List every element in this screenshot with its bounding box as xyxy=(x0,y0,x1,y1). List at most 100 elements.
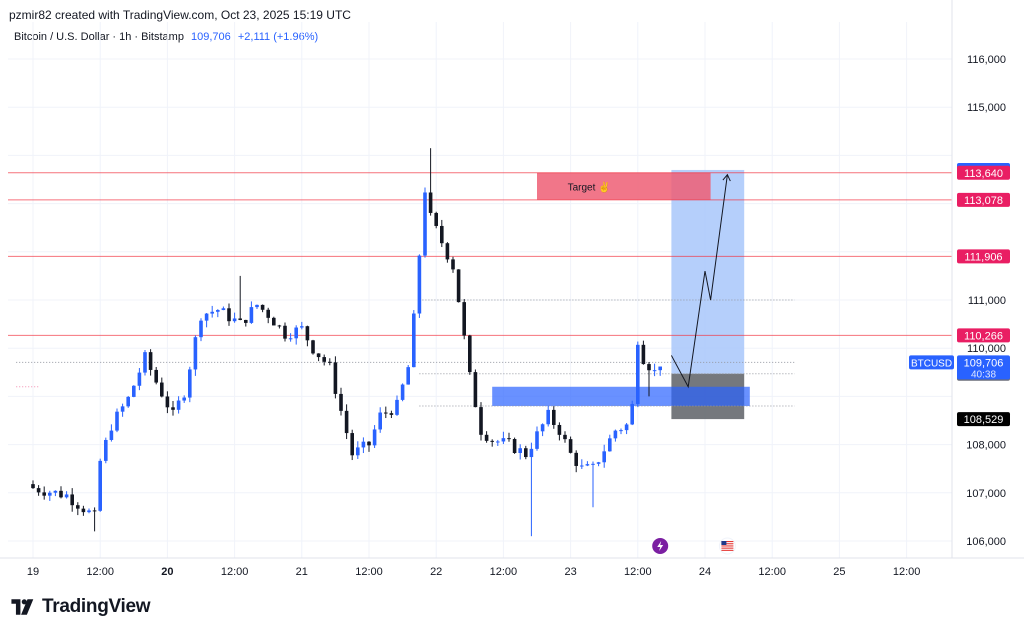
last-price-badge[interactable] xyxy=(957,355,1010,380)
price-badge[interactable] xyxy=(957,249,1010,264)
candle-body[interactable] xyxy=(484,434,489,441)
candle-body[interactable] xyxy=(221,308,226,311)
candle-body[interactable] xyxy=(148,352,153,370)
candle-body[interactable] xyxy=(384,412,388,414)
candle-body[interactable] xyxy=(260,304,265,310)
candle-body[interactable] xyxy=(456,269,461,303)
candle-body[interactable] xyxy=(591,463,595,465)
candle-body[interactable] xyxy=(518,448,522,454)
candle-body[interactable] xyxy=(652,370,657,372)
candle-body[interactable] xyxy=(400,384,405,400)
candle-body[interactable] xyxy=(372,429,377,446)
candle-body[interactable] xyxy=(423,192,427,256)
candle-body[interactable] xyxy=(288,338,293,340)
candle-body[interactable] xyxy=(59,490,63,498)
candle-body[interactable] xyxy=(406,367,410,385)
candle-body[interactable] xyxy=(249,307,254,323)
candle-body[interactable] xyxy=(188,369,192,398)
target-box[interactable] xyxy=(537,172,711,200)
candle-body[interactable] xyxy=(512,439,517,454)
price-badge[interactable] xyxy=(957,328,1010,343)
candle-body[interactable] xyxy=(546,409,550,425)
candle-body[interactable] xyxy=(244,319,248,323)
candle-body[interactable] xyxy=(389,413,394,415)
candle-body[interactable] xyxy=(227,308,231,322)
candle-body[interactable] xyxy=(42,492,46,496)
tradingview-brand[interactable]: TradingView xyxy=(10,596,151,618)
candle-body[interactable] xyxy=(417,255,422,314)
candle-body[interactable] xyxy=(535,431,539,449)
candle-body[interactable] xyxy=(305,326,310,341)
candle-body[interactable] xyxy=(613,430,618,439)
candle-body[interactable] xyxy=(596,462,601,464)
candle-body[interactable] xyxy=(574,452,578,466)
candle-body[interactable] xyxy=(48,492,52,496)
candle-body[interactable] xyxy=(120,406,125,412)
candle-body[interactable] xyxy=(507,438,511,440)
candle-body[interactable] xyxy=(115,411,119,431)
candle-body[interactable] xyxy=(552,409,556,425)
candle-body[interactable] xyxy=(137,372,142,386)
price-badge[interactable] xyxy=(957,412,1010,427)
candle-body[interactable] xyxy=(322,357,326,362)
candle-body[interactable] xyxy=(647,364,651,371)
candle-body[interactable] xyxy=(36,488,41,493)
candle-body[interactable] xyxy=(31,484,35,489)
candle-body[interactable] xyxy=(311,340,315,354)
price-badge[interactable] xyxy=(957,192,1010,207)
candle-body[interactable] xyxy=(64,494,69,498)
projection-path[interactable] xyxy=(670,174,728,389)
candle-body[interactable] xyxy=(294,327,298,339)
candle-body[interactable] xyxy=(126,396,130,407)
symbol-title[interactable]: Bitcoin / U.S. Dollar · 1h · Bitstamp xyxy=(14,31,184,43)
entry-box[interactable] xyxy=(492,386,750,407)
candle-body[interactable] xyxy=(412,313,416,368)
candle-body[interactable] xyxy=(255,304,259,308)
candle-body[interactable] xyxy=(165,396,170,408)
candle-body[interactable] xyxy=(473,372,478,408)
candle-body[interactable] xyxy=(316,353,321,358)
candle-body[interactable] xyxy=(300,326,304,328)
candle-body[interactable] xyxy=(378,412,382,430)
candle-body[interactable] xyxy=(557,424,562,435)
candle-body[interactable] xyxy=(154,369,158,383)
candle-body[interactable] xyxy=(204,313,209,321)
candle-body[interactable] xyxy=(92,510,97,512)
candle-body[interactable] xyxy=(98,460,102,511)
candle-body[interactable] xyxy=(630,404,634,425)
candle-body[interactable] xyxy=(451,259,455,270)
candle-body[interactable] xyxy=(624,424,629,431)
candle-body[interactable] xyxy=(199,320,203,338)
candle-body[interactable] xyxy=(608,438,612,452)
candle-body[interactable] xyxy=(182,397,186,401)
candle-body[interactable] xyxy=(540,424,545,432)
candle-body[interactable] xyxy=(367,441,371,446)
candle-body[interactable] xyxy=(171,407,175,410)
candle-body[interactable] xyxy=(490,440,494,442)
candle-body[interactable] xyxy=(132,385,136,397)
candle-body[interactable] xyxy=(580,465,584,467)
candle-body[interactable] xyxy=(356,447,360,456)
candle-body[interactable] xyxy=(462,302,466,336)
candle-body[interactable] xyxy=(109,430,114,440)
candle-body[interactable] xyxy=(193,337,198,370)
candle-body[interactable] xyxy=(658,366,662,371)
candle-body[interactable] xyxy=(428,192,433,213)
candle-body[interactable] xyxy=(87,510,91,513)
candle-body[interactable] xyxy=(53,490,58,493)
candle-body[interactable] xyxy=(563,434,567,440)
price-badge[interactable] xyxy=(957,165,1010,180)
candle-body[interactable] xyxy=(568,439,573,453)
candle-body[interactable] xyxy=(496,441,500,443)
candle-body[interactable] xyxy=(216,310,220,312)
candle-body[interactable] xyxy=(266,309,270,318)
candle-body[interactable] xyxy=(445,243,450,260)
candle-body[interactable] xyxy=(81,508,86,513)
symbol-badge[interactable] xyxy=(909,355,954,370)
candle-body[interactable] xyxy=(76,505,80,509)
candle-body[interactable] xyxy=(619,430,623,432)
profit-zone[interactable] xyxy=(671,169,745,374)
candle-body[interactable] xyxy=(333,362,338,394)
candle-body[interactable] xyxy=(104,439,108,461)
